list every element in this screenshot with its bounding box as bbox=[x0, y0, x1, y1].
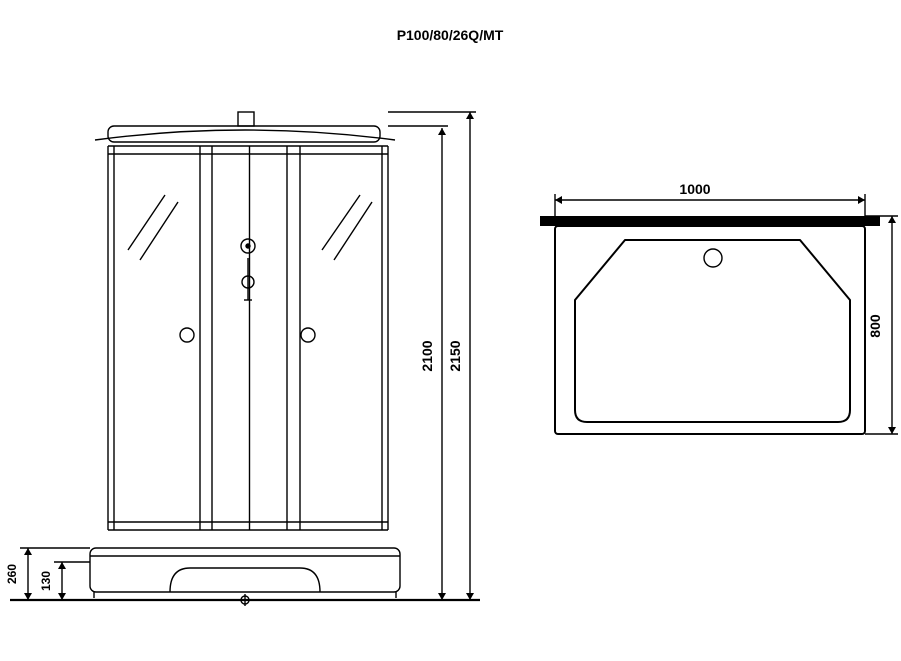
svg-text:1000: 1000 bbox=[679, 181, 710, 197]
title: P100/80/26Q/MT bbox=[397, 27, 504, 43]
svg-text:800: 800 bbox=[867, 314, 883, 338]
svg-text:2150: 2150 bbox=[447, 340, 463, 371]
svg-text:260: 260 bbox=[5, 564, 19, 584]
svg-text:130: 130 bbox=[39, 571, 53, 591]
svg-text:2100: 2100 bbox=[419, 340, 435, 371]
